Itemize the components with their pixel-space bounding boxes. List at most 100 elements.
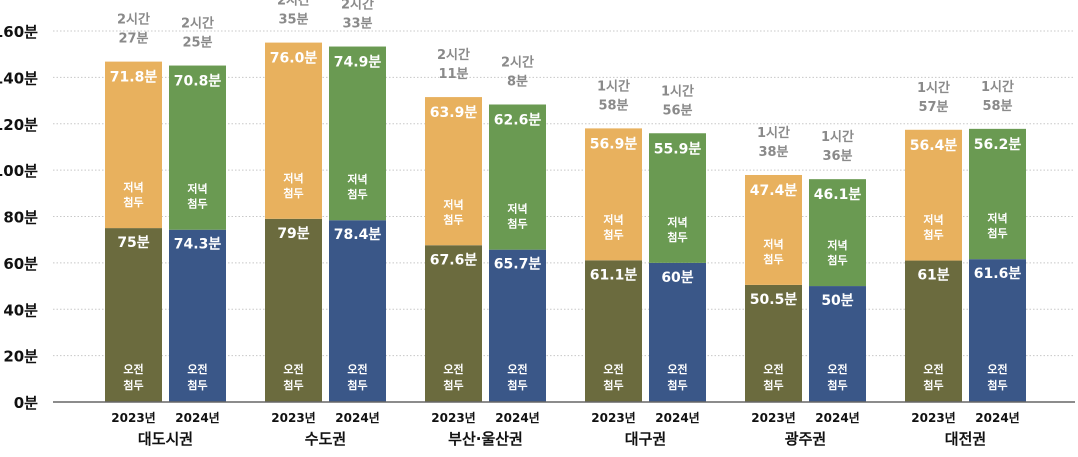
morning-segment-label: 첨두	[443, 378, 463, 392]
morning-segment-label: 첨두	[667, 378, 687, 392]
morning-value-label: 65.7분	[494, 257, 542, 273]
morning-segment-label: 첨두	[827, 378, 847, 392]
bar-segment-morning	[585, 260, 642, 402]
year-label: 2024년	[495, 411, 539, 425]
total-time-label: 27분	[118, 32, 148, 47]
total-time-label: 38분	[758, 145, 788, 160]
morning-segment-label: 첨두	[187, 378, 207, 392]
morning-value-label: 60분	[661, 270, 693, 286]
bar-segment-morning	[969, 259, 1026, 402]
morning-value-label: 61.6분	[974, 266, 1022, 282]
morning-segment-label: 오전	[507, 362, 527, 376]
bar-segment-evening	[649, 133, 706, 263]
evening-value-label: 76.0분	[270, 51, 318, 67]
evening-segment-label: 저녁	[763, 237, 783, 251]
morning-value-label: 75분	[117, 235, 149, 251]
total-time-label: 36분	[822, 149, 852, 164]
y-tick-label: 20분	[3, 348, 38, 366]
morning-value-label: 74.3분	[174, 237, 222, 253]
bar-segment-evening	[425, 97, 482, 246]
bar-segment-evening	[265, 42, 322, 219]
total-time-label: 56분	[662, 103, 692, 118]
morning-segment-label: 오전	[347, 362, 367, 376]
bar-segment-evening	[105, 61, 162, 229]
evening-segment-label: 저녁	[187, 182, 207, 196]
total-time-label: 2시간	[181, 16, 214, 32]
total-time-label: 2시간	[341, 0, 374, 13]
year-label: 2024년	[655, 411, 699, 425]
morning-segment-label: 오전	[443, 362, 463, 376]
y-tick-label: 80분	[3, 209, 38, 227]
evening-segment-label: 첨두	[347, 187, 367, 201]
total-time-label: 2시간	[437, 47, 470, 63]
morning-segment-label: 첨두	[603, 378, 623, 392]
evening-value-label: 55.9분	[654, 141, 702, 157]
evening-value-label: 56.9분	[590, 136, 638, 152]
evening-segment-label: 저녁	[603, 212, 623, 226]
evening-value-label: 70.8분	[174, 74, 222, 90]
y-tick-label: 120분	[0, 116, 38, 134]
bar-segment-morning	[329, 220, 386, 402]
evening-segment-label: 첨두	[443, 212, 463, 226]
evening-segment-label: 첨두	[987, 226, 1007, 240]
evening-value-label: 56.4분	[910, 138, 958, 154]
y-tick-label: 140분	[0, 69, 38, 87]
morning-segment-label: 오전	[827, 362, 847, 376]
morning-value-label: 67.6분	[430, 252, 478, 268]
total-time-label: 1시간	[821, 129, 854, 145]
bar-segment-morning	[745, 284, 802, 402]
morning-segment-label: 오전	[923, 362, 943, 376]
morning-segment-label: 첨두	[123, 378, 143, 392]
evening-segment-label: 첨두	[667, 230, 687, 244]
morning-segment-label: 오전	[667, 362, 687, 376]
bar-segment-evening	[809, 179, 866, 287]
total-time-label: 35분	[278, 13, 308, 28]
y-tick-label: 60분	[3, 255, 38, 273]
bar-segment-evening	[745, 174, 802, 285]
total-time-label: 1시간	[917, 80, 950, 96]
region-label: 부산·울산권	[448, 430, 523, 448]
evening-value-label: 56.2분	[974, 137, 1022, 153]
bar-segment-morning	[905, 260, 962, 402]
evening-segment-label: 저녁	[123, 180, 143, 194]
evening-value-label: 47.4분	[750, 183, 798, 199]
y-tick-label: 0분	[14, 394, 38, 412]
morning-segment-label: 첨두	[283, 378, 303, 392]
region-label: 대도시권	[138, 430, 193, 448]
evening-segment-label: 첨두	[827, 253, 847, 267]
total-time-label: 33분	[342, 17, 372, 32]
evening-value-label: 74.9분	[334, 55, 382, 71]
evening-value-label: 46.1분	[814, 187, 862, 203]
evening-segment-label: 저녁	[987, 211, 1007, 225]
region-label: 대구권	[625, 430, 666, 448]
year-label: 2023년	[431, 411, 475, 425]
total-time-label: 8분	[507, 75, 528, 90]
evening-segment-label: 첨두	[603, 227, 623, 241]
evening-segment-label: 첨두	[283, 186, 303, 200]
bar-segment-evening	[329, 46, 386, 221]
morning-value-label: 78.4분	[334, 227, 382, 243]
total-time-label: 1시간	[661, 83, 694, 99]
evening-segment-label: 저녁	[923, 213, 943, 227]
bar-segment-evening	[585, 128, 642, 261]
total-time-label: 1시간	[757, 125, 790, 141]
morning-value-label: 50.5분	[750, 292, 798, 308]
evening-segment-label: 저녁	[667, 215, 687, 229]
y-tick-label: 100분	[0, 162, 38, 180]
morning-value-label: 79분	[277, 226, 309, 242]
bar-segment-evening	[169, 65, 226, 230]
bar-segment-morning	[809, 286, 866, 402]
evening-value-label: 62.6분	[494, 113, 542, 129]
morning-segment-label: 첨두	[507, 378, 527, 392]
year-label: 2024년	[175, 411, 219, 425]
y-tick-label: 160분	[0, 23, 38, 41]
morning-segment-label: 첨두	[347, 378, 367, 392]
morning-value-label: 61.1분	[590, 267, 638, 283]
morning-value-label: 50분	[821, 293, 853, 309]
total-time-label: 57분	[918, 100, 948, 115]
bar-segment-morning	[265, 218, 322, 402]
morning-segment-label: 오전	[763, 362, 783, 376]
evening-segment-label: 첨두	[507, 217, 527, 231]
total-time-label: 1시간	[597, 78, 630, 94]
total-time-label: 2시간	[277, 0, 310, 9]
